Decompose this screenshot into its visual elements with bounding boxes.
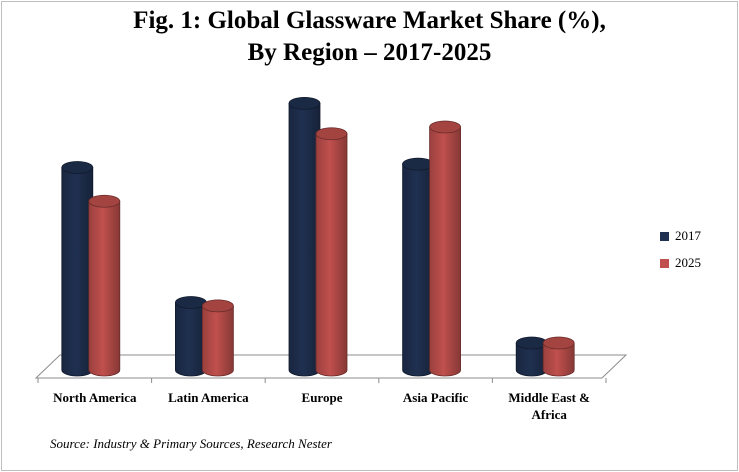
- bar-north-america-2017: [61, 161, 94, 377]
- bar-cap: [515, 336, 548, 350]
- bar-asia-pacific-2025: [429, 120, 462, 377]
- bar-cap: [402, 157, 435, 171]
- bar-body: [202, 305, 234, 377]
- bar-cap: [61, 161, 94, 174]
- bar-latin-america-2025: [201, 299, 234, 377]
- chart-bars: [61, 96, 575, 377]
- bar-europe-2025: [315, 127, 348, 377]
- bar-body: [429, 126, 461, 377]
- legend-item-2017: 2017: [660, 228, 701, 244]
- bar-europe-2017: [288, 96, 321, 377]
- bar-middle-east-africa-2017: [515, 336, 548, 377]
- bar-body: [402, 163, 434, 377]
- bar-body: [61, 167, 94, 377]
- bar-north-america-2025: [88, 194, 121, 377]
- bar-cap: [201, 299, 234, 313]
- source-note: Source: Industry & Primary Sources, Rese…: [50, 436, 332, 451]
- legend-swatch-2025: [660, 258, 669, 268]
- legend-swatch-2017: [660, 231, 669, 241]
- bar-latin-america-2017: [174, 296, 207, 377]
- legend-label-2017: 2017: [675, 228, 701, 243]
- bar-body: [315, 133, 348, 377]
- bar-cap: [542, 336, 575, 350]
- bar-cap: [315, 127, 348, 141]
- category-label-north-america: North America: [53, 390, 137, 405]
- category-label-middle-east-africa: Middle East & Africa: [508, 390, 590, 422]
- bar-cap: [429, 120, 462, 134]
- bar-asia-pacific-2017: [402, 157, 435, 377]
- category-label-latin-america: Latin America: [168, 390, 249, 405]
- bar-body: [542, 342, 575, 377]
- bar-body: [88, 200, 121, 377]
- bar-cap: [174, 296, 207, 309]
- chart-title-line1: Fig. 1: Global Glassware Market Share (%…: [133, 7, 606, 34]
- bar-cap: [288, 96, 321, 110]
- bar-middle-east-africa-2025: [542, 336, 575, 377]
- legend-label-2025: 2025: [675, 255, 701, 270]
- chart-title-line2: By Region – 2017-2025: [247, 39, 492, 66]
- bar-body: [175, 302, 207, 377]
- category-label-europe: Europe: [301, 390, 343, 405]
- category-label-asia-pacific: Asia Pacific: [402, 390, 469, 405]
- bar-cap: [88, 194, 121, 208]
- legend-item-2025: 2025: [660, 255, 701, 271]
- bar-body: [288, 102, 321, 377]
